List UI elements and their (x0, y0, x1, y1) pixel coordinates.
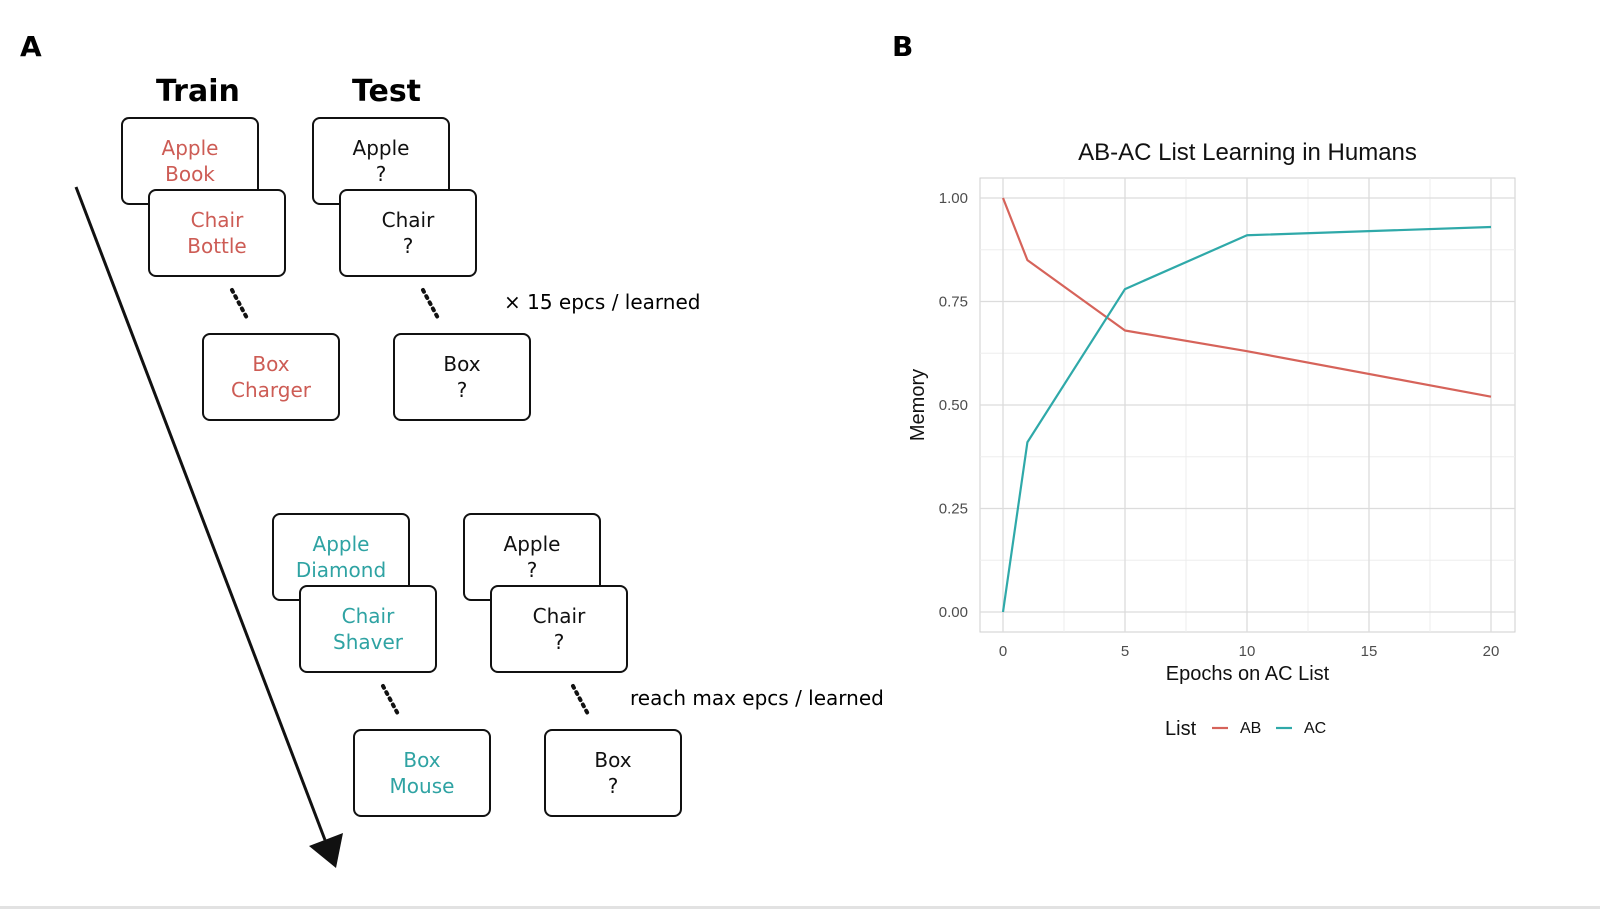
card-target: Bottle (187, 234, 247, 258)
card-cue: Apple (161, 136, 219, 160)
x-tick-label: 20 (1483, 643, 1500, 660)
bottom-divider (0, 906, 1600, 909)
card-cue: Box (252, 352, 290, 376)
test-card: Chair ? (490, 585, 628, 673)
card-cue: Apple (352, 136, 410, 160)
panel-a-diagram (74, 186, 591, 868)
ellipsis-dots (571, 684, 591, 718)
y-axis-label: Memory (907, 369, 929, 441)
time-arrow (74, 186, 327, 841)
train-card: Chair Bottle (148, 189, 286, 277)
ellipsis-dots (381, 684, 401, 718)
arrow-head (309, 833, 343, 868)
card-cue: Chair (341, 604, 395, 628)
train-heading: Train (156, 74, 240, 109)
x-tick-label: 5 (1121, 643, 1129, 660)
legend-title: List (1165, 718, 1197, 740)
train-card: Chair Shaver (299, 585, 437, 673)
card-target: ? (375, 162, 387, 186)
card-target: Diamond (295, 558, 387, 582)
test-card: Box ? (544, 729, 682, 817)
train-card: Box Mouse (353, 729, 491, 817)
y-tick-label: 0.50 (939, 397, 968, 414)
card-cue: Apple (503, 532, 561, 556)
y-tick-label: 0.25 (939, 501, 968, 518)
series-line-ab (1001, 197, 1492, 398)
panel-b-label: B (892, 30, 914, 63)
card-target: ? (526, 558, 538, 582)
legend-label-ac: AC (1304, 720, 1326, 737)
ellipsis-dots (421, 288, 441, 322)
card-cue: Box (594, 748, 632, 772)
card-cue: Chair (190, 208, 244, 232)
x-tick-label: 10 (1239, 643, 1256, 660)
test-heading: Test (352, 74, 422, 109)
legend-label-ab: AB (1240, 720, 1261, 737)
test-card: Box ? (393, 333, 531, 421)
card-target: ? (456, 378, 468, 402)
card-cue: Chair (381, 208, 435, 232)
card-target: Book (165, 162, 215, 186)
train-card: Box Charger (202, 333, 340, 421)
y-tick-label: 0.75 (939, 294, 968, 311)
card-target: ? (553, 630, 565, 654)
card-cue: Apple (312, 532, 370, 556)
card-cue: Box (443, 352, 481, 376)
card-target: ? (607, 774, 619, 798)
x-tick-label: 0 (999, 643, 1007, 660)
card-target: ? (402, 234, 414, 258)
phase2-note: reach max epcs / learned (630, 686, 884, 710)
x-axis-label: Epochs on AC List (1166, 663, 1330, 685)
card-target: Shaver (333, 630, 403, 654)
x-tick-label: 15 (1361, 643, 1378, 660)
series-line-ac (1001, 225, 1492, 613)
card-cue: Chair (532, 604, 586, 628)
phase1-note: × 15 epcs / learned (504, 290, 701, 314)
y-tick-label: 0.00 (939, 604, 968, 621)
chart-title: AB-AC List Learning in Humans (1078, 139, 1417, 166)
ellipsis-dots (230, 288, 250, 322)
card-target: Charger (231, 378, 311, 402)
panel-a-label: A (20, 30, 42, 63)
card-cue: Box (403, 748, 441, 772)
card-target: Mouse (389, 774, 455, 798)
test-card: Chair ? (339, 189, 477, 277)
y-tick-label: 1.00 (939, 190, 968, 207)
